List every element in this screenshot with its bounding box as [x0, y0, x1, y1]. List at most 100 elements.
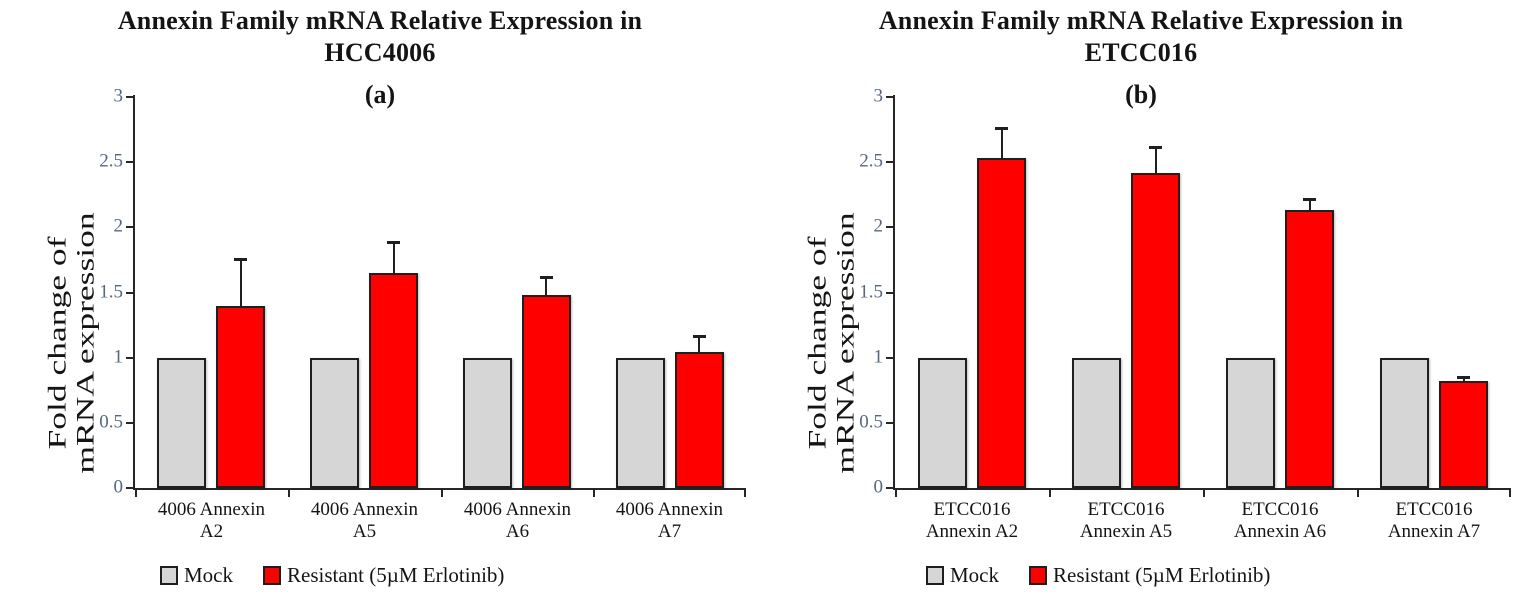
y-tick-label: 3 [113, 85, 124, 107]
bar-resistant-a5 [369, 273, 418, 488]
legend-swatch-resistant [263, 566, 281, 585]
legend-label-resistant: Resistant (5µM Erlotinib) [1053, 563, 1271, 587]
y-tick [886, 421, 895, 424]
y-tick [126, 487, 135, 489]
y-tick-label: 1.5 [99, 281, 123, 303]
error-bar-cap-a5 [387, 241, 400, 244]
y-tick-label: 2.5 [859, 150, 883, 172]
bar-mock-a7 [1380, 358, 1429, 488]
y-tick-label: 1 [113, 346, 124, 368]
x-tick [895, 489, 897, 497]
legend-item-resistant: Resistant (5µM Erlotinib) [1029, 563, 1270, 588]
y-axis-title-b-line1: Fold change of [804, 236, 832, 450]
error-bar-cap-a7 [1457, 376, 1470, 379]
category-label-a6: ETCC016 Annexin A6 [1233, 499, 1327, 543]
legend-label-mock: Mock [950, 563, 999, 587]
error-bar-line-a7 [1463, 377, 1465, 381]
y-tick [126, 96, 135, 98]
plot-area [895, 97, 1511, 488]
error-bar-line-a5 [1155, 147, 1157, 173]
y-tick-label: 2 [113, 216, 124, 238]
bar-resistant-a7 [1439, 381, 1488, 488]
legend-swatch-mock [926, 566, 944, 585]
error-bar-cap-a2 [995, 127, 1008, 130]
chart-panel-a: Annexin Family mRNA Relative Expression … [0, 0, 760, 609]
x-tick [441, 489, 443, 497]
y-tick [126, 356, 135, 359]
category-label-a6: 4006 Annexin A6 [463, 499, 572, 543]
bar-resistant-a6 [1285, 210, 1334, 488]
category-label-a7: 4006 Annexin A7 [615, 499, 724, 543]
chart-title-b: Annexin Family mRNA Relative Expression … [760, 5, 1522, 68]
category-label-a2: ETCC016 Annexin A2 [925, 499, 1019, 543]
y-tick [886, 96, 895, 98]
y-tick [126, 226, 135, 229]
category-label-a7: ETCC016 Annexin A7 [1387, 499, 1481, 543]
y-tick-label: 2.5 [99, 150, 123, 172]
y-tick-label: 0.5 [99, 411, 123, 433]
y-tick-label: 0 [873, 476, 884, 498]
legend: Mock Resistant (5µM Erlotinib) [160, 563, 504, 588]
error-bar-line-a2 [1001, 128, 1003, 158]
y-axis-title-a-line2: mRNA expression [72, 212, 99, 474]
y-axis-title-b-line2: mRNA expression [832, 212, 859, 474]
bar-mock-a2 [157, 358, 206, 488]
y-tick [886, 487, 895, 489]
bar-resistant-a2 [977, 158, 1026, 488]
error-bar-cap-a6 [1303, 198, 1316, 201]
y-tick-label: 1.5 [859, 281, 883, 303]
error-bar-line-a6 [545, 277, 547, 295]
y-tick [886, 356, 895, 359]
x-axis-line [893, 488, 1511, 490]
chart-title-a-line2: HCC4006 [324, 37, 436, 67]
bar-mock-a5 [1072, 358, 1121, 488]
chart-title-a-line1: Annexin Family mRNA Relative Expression … [117, 6, 643, 35]
category-label-a2: 4006 Annexin A2 [157, 499, 266, 543]
x-tick [593, 489, 595, 497]
panel-label-a: (a) [364, 80, 396, 109]
y-tick [886, 161, 895, 164]
error-bar-line-a5 [393, 242, 395, 273]
bar-mock-a5 [310, 358, 359, 488]
y-tick [126, 421, 135, 424]
bar-resistant-a7 [675, 352, 724, 488]
error-bar-cap-a7 [693, 335, 706, 338]
error-bar-line-a6 [1309, 199, 1311, 211]
category-label-a5: ETCC016 Annexin A5 [1079, 499, 1173, 543]
error-bar-cap-a2 [234, 258, 247, 261]
y-tick-label: 0.5 [859, 411, 883, 433]
y-tick [886, 291, 895, 294]
legend-label-resistant: Resistant (5µM Erlotinib) [287, 563, 505, 587]
bar-mock-a2 [918, 358, 967, 488]
y-tick [886, 226, 895, 229]
error-bar-line-a7 [698, 336, 700, 353]
x-tick [1049, 489, 1051, 497]
bar-resistant-a5 [1131, 173, 1180, 488]
x-tick [744, 489, 746, 497]
x-tick [135, 489, 137, 497]
bar-mock-a7 [616, 358, 665, 488]
y-tick-label: 0 [113, 476, 124, 498]
legend-item-mock: Mock [160, 563, 233, 588]
y-tick-label: 2 [873, 216, 884, 238]
bar-mock-a6 [1226, 358, 1275, 488]
legend-swatch-resistant [1029, 566, 1047, 585]
chart-title-b-line2: ETCC016 [1084, 37, 1198, 67]
y-tick [126, 291, 135, 294]
panel-label-b: (b) [1125, 80, 1157, 109]
bar-resistant-a2 [216, 306, 265, 488]
legend-swatch-mock [160, 566, 178, 585]
error-bar-cap-a5 [1149, 146, 1162, 149]
legend-item-mock: Mock [926, 563, 999, 588]
x-axis-line [133, 488, 746, 490]
legend-label-mock: Mock [184, 563, 233, 587]
error-bar-cap-a6 [540, 276, 553, 279]
chart-panel-b: Annexin Family mRNA Relative Expression … [760, 0, 1522, 609]
bar-mock-a6 [463, 358, 512, 488]
bar-resistant-a6 [522, 295, 571, 488]
x-tick [288, 489, 290, 497]
error-bar-line-a2 [240, 259, 242, 306]
y-tick-label: 3 [873, 85, 884, 107]
x-tick [1203, 489, 1205, 497]
legend: Mock Resistant (5µM Erlotinib) [926, 563, 1270, 588]
